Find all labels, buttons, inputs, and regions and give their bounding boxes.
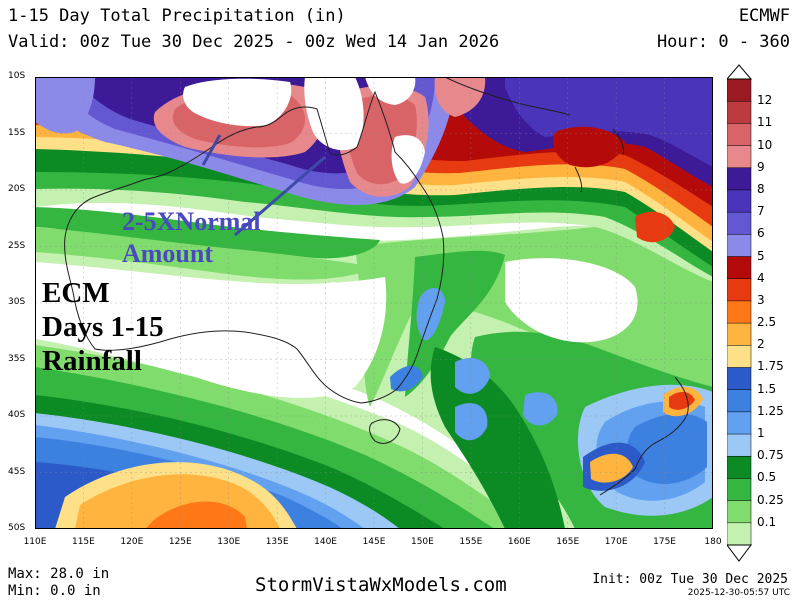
legend-swatch <box>727 145 752 169</box>
legend-label: 0.5 <box>757 470 777 485</box>
longitude-label: 165E <box>556 537 580 547</box>
longitude-label: 125E <box>168 537 192 547</box>
legend-label: 1.5 <box>757 381 777 396</box>
legend-swatch <box>727 189 752 213</box>
latitude-label: 35S <box>8 353 26 364</box>
ecm-annotation-line: Days 1-15 <box>42 311 164 343</box>
legend-swatch <box>727 345 752 369</box>
legend-label: 2 <box>757 337 765 352</box>
longitude-label: 115E <box>71 537 95 547</box>
max-value: Max: 28.0 in <box>8 566 110 582</box>
legend-swatch <box>727 478 752 502</box>
legend-swatch <box>727 167 752 191</box>
longitude-label: 140E <box>314 537 337 547</box>
legend-label: 2.5 <box>757 315 777 330</box>
legend-label: 6 <box>757 226 765 241</box>
ecm-annotation: ECM Days 1-15 Rainfall <box>42 276 164 378</box>
forecast-hours: Hour: 0 - 360 <box>656 32 790 52</box>
legend-swatch <box>727 256 752 280</box>
precipitation-map <box>35 77 713 529</box>
legend-label: 12 <box>757 93 773 108</box>
legend-swatch <box>727 300 752 324</box>
legend-top-arrow <box>727 64 753 80</box>
latitude-label: 50S <box>8 523 26 533</box>
longitude-label: 170E <box>604 537 628 547</box>
latitude-label: 40S <box>8 410 26 420</box>
legend-swatch <box>727 123 752 147</box>
latitude-label: 15S <box>8 127 26 138</box>
normal-annotation: 2-5XNormal Amount <box>122 206 261 270</box>
latitude-label: 10S <box>8 71 26 81</box>
latitude-label: 45S <box>8 466 26 477</box>
longitude-label: 130E <box>217 537 241 547</box>
model-name: ECMWF <box>738 6 790 26</box>
max-min-readout: Max: 28.0 in Min: 0.0 in <box>8 566 109 600</box>
legend-swatch <box>727 78 752 102</box>
legend-swatch <box>727 411 752 435</box>
annotation-arrow <box>201 134 222 166</box>
longitude-label: 175E <box>653 537 676 547</box>
legend-label: 1 <box>757 426 765 441</box>
ecm-annotation-line: ECM <box>42 277 110 309</box>
color-legend <box>727 64 753 562</box>
latitude-label: 25S <box>8 240 26 251</box>
legend-swatch <box>727 322 752 347</box>
timestamp: 2025-12-30-05:57 UTC <box>687 588 790 598</box>
longitude-label: 145E <box>362 537 386 547</box>
normal-annotation-line: 2-5XNormal <box>122 207 261 236</box>
legend-label: 0.1 <box>757 514 777 529</box>
legend-label: 0.75 <box>757 448 784 463</box>
legend-label: 1.25 <box>757 403 784 418</box>
annotation-arrow <box>234 155 326 237</box>
legend-label: 8 <box>757 181 765 196</box>
site-link[interactable]: StormVistaWxModels.com <box>255 574 507 596</box>
legend-label: 9 <box>757 159 765 174</box>
longitude-label: 160E <box>507 537 531 547</box>
legend-swatch <box>727 522 752 546</box>
latitude-label: 30S <box>8 297 26 307</box>
min-value: Min: 0.0 in <box>8 583 101 599</box>
legend-swatch <box>727 278 752 302</box>
normal-annotation-line: Amount <box>122 239 214 268</box>
legend-label: 3 <box>757 292 765 307</box>
legend-swatch <box>727 234 752 258</box>
longitude-label: 135E <box>265 537 289 547</box>
legend-label: 10 <box>757 137 773 152</box>
map-title: 1-15 Day Total Precipitation (in) <box>8 6 346 26</box>
legend-swatch <box>727 433 752 457</box>
valid-period: Valid: 00z Tue 30 Dec 2025 - 00z Wed 14 … <box>8 32 500 52</box>
legend-label: 7 <box>757 204 765 219</box>
ecm-annotation-line: Rainfall <box>42 345 142 377</box>
longitude-label: 120E <box>120 537 144 547</box>
legend-label: 11 <box>757 115 773 130</box>
legend-swatch <box>727 367 752 391</box>
init-time: Init: 00z Tue 30 Dec 2025 <box>592 572 788 587</box>
legend-swatch <box>727 500 752 524</box>
longitude-label: 110E <box>23 537 47 547</box>
legend-swatch <box>727 211 752 236</box>
legend-label: 0.25 <box>757 492 784 507</box>
longitude-label: 150E <box>410 537 434 547</box>
legend-label: 4 <box>757 270 765 285</box>
longitude-label: 180 <box>704 537 722 547</box>
latitude-label: 20S <box>8 184 26 194</box>
legend-label: 5 <box>757 248 765 263</box>
legend-swatch <box>727 100 752 125</box>
legend-label: 1.75 <box>757 359 784 374</box>
legend-bottom-arrow <box>727 544 752 562</box>
legend-swatch <box>727 389 752 413</box>
longitude-label: 155E <box>459 537 483 547</box>
legend-swatch <box>727 455 752 480</box>
